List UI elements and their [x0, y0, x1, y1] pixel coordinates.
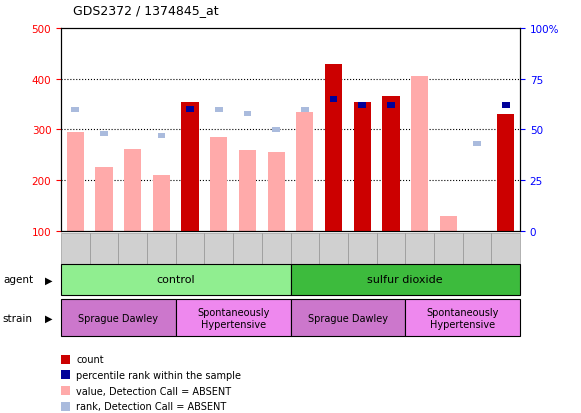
Bar: [382, 97, 400, 231]
Text: Sprague Dawley: Sprague Dawley: [78, 313, 159, 323]
Bar: [153, 176, 170, 231]
Bar: [215, 107, 223, 112]
Bar: [181, 102, 199, 231]
Bar: [95, 168, 113, 231]
Bar: [243, 112, 252, 116]
Bar: [329, 97, 338, 102]
Bar: [473, 142, 481, 147]
Text: sulfur dioxide: sulfur dioxide: [367, 275, 443, 285]
Text: percentile rank within the sample: percentile rank within the sample: [76, 370, 241, 380]
Text: value, Detection Call = ABSENT: value, Detection Call = ABSENT: [76, 386, 231, 396]
Text: ▶: ▶: [45, 313, 53, 323]
Bar: [387, 103, 394, 109]
Text: agent: agent: [3, 275, 33, 285]
Bar: [267, 153, 285, 231]
Bar: [502, 103, 510, 109]
Text: Spontaneously
Hypertensive: Spontaneously Hypertensive: [197, 307, 270, 329]
Bar: [354, 102, 371, 231]
Bar: [239, 150, 256, 231]
Text: count: count: [76, 354, 104, 364]
Text: Spontaneously
Hypertensive: Spontaneously Hypertensive: [426, 307, 499, 329]
Bar: [124, 150, 141, 231]
Bar: [272, 128, 280, 133]
Text: strain: strain: [3, 313, 33, 323]
Bar: [301, 107, 309, 112]
Text: GDS2372 / 1374845_at: GDS2372 / 1374845_at: [73, 4, 218, 17]
Bar: [358, 103, 366, 109]
Bar: [71, 107, 79, 112]
Text: Sprague Dawley: Sprague Dawley: [308, 313, 388, 323]
Bar: [67, 133, 84, 231]
Bar: [187, 107, 194, 113]
Bar: [497, 115, 514, 231]
Bar: [440, 216, 457, 231]
Text: rank, Detection Call = ABSENT: rank, Detection Call = ABSENT: [76, 401, 227, 411]
Bar: [100, 132, 108, 137]
Bar: [157, 134, 165, 139]
Text: control: control: [156, 275, 195, 285]
Bar: [411, 77, 428, 231]
Bar: [296, 112, 314, 231]
Text: ▶: ▶: [45, 275, 53, 285]
Bar: [210, 138, 227, 231]
Bar: [325, 65, 342, 231]
